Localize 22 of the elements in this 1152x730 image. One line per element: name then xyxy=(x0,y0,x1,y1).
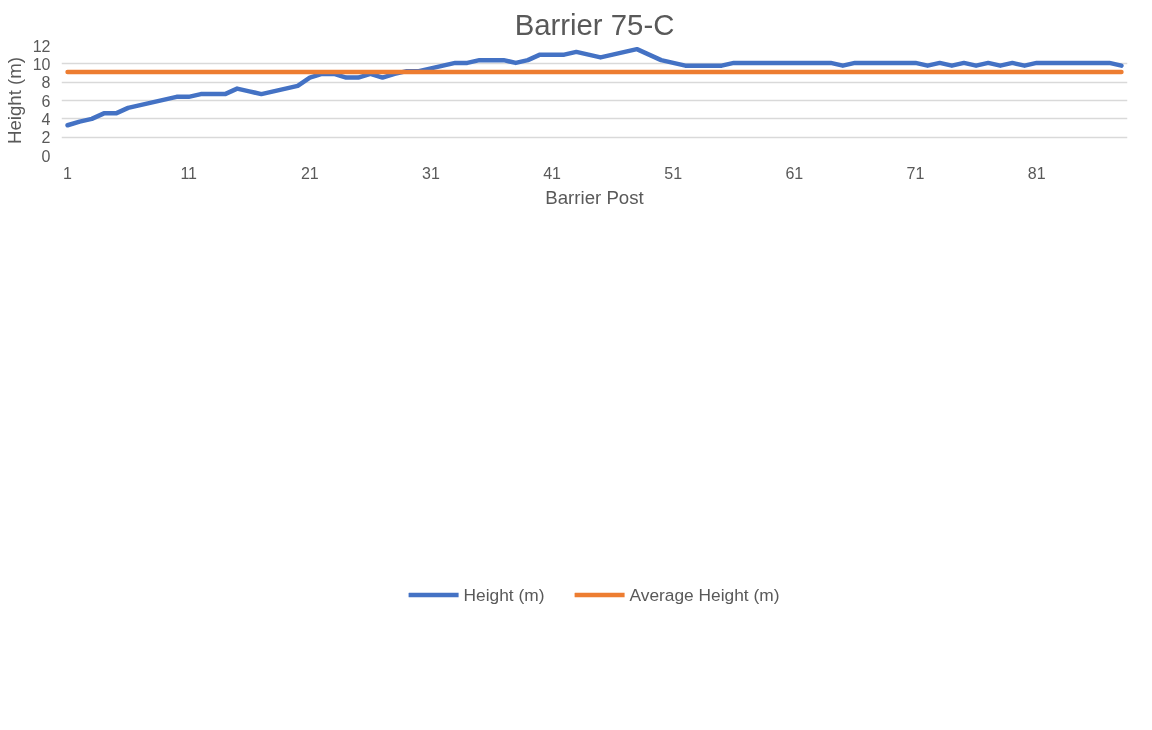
x-tick-label: 11 xyxy=(180,164,198,182)
x-tick-label: 71 xyxy=(906,164,925,182)
y-tick-label: 6 xyxy=(41,92,51,110)
legend-label: Height (m) xyxy=(463,584,545,606)
x-tick-label: 31 xyxy=(422,164,440,182)
chart-title: Barrier 75-C xyxy=(514,7,675,41)
x-tick-label: 61 xyxy=(785,164,804,182)
y-axis-title: Height (m) xyxy=(3,56,25,145)
line-series xyxy=(65,46,1124,128)
y-tick-label: 0 xyxy=(41,147,51,165)
x-tick-label: 41 xyxy=(543,164,562,182)
x-tick-label: 81 xyxy=(1027,164,1046,182)
y-tick-label: 8 xyxy=(41,74,51,92)
y-tick-label: 4 xyxy=(41,110,51,128)
y-tick-label: 12 xyxy=(32,37,51,55)
y-tick-label: 2 xyxy=(41,129,51,147)
y-tick-label: 10 xyxy=(32,55,51,73)
x-tick-label: 1 xyxy=(63,164,73,182)
legend-label: Average Height (m) xyxy=(629,584,780,606)
x-tick-label: 51 xyxy=(664,164,683,182)
x-axis-title: Barrier Post xyxy=(545,186,645,208)
x-tick-label: 21 xyxy=(300,164,319,182)
